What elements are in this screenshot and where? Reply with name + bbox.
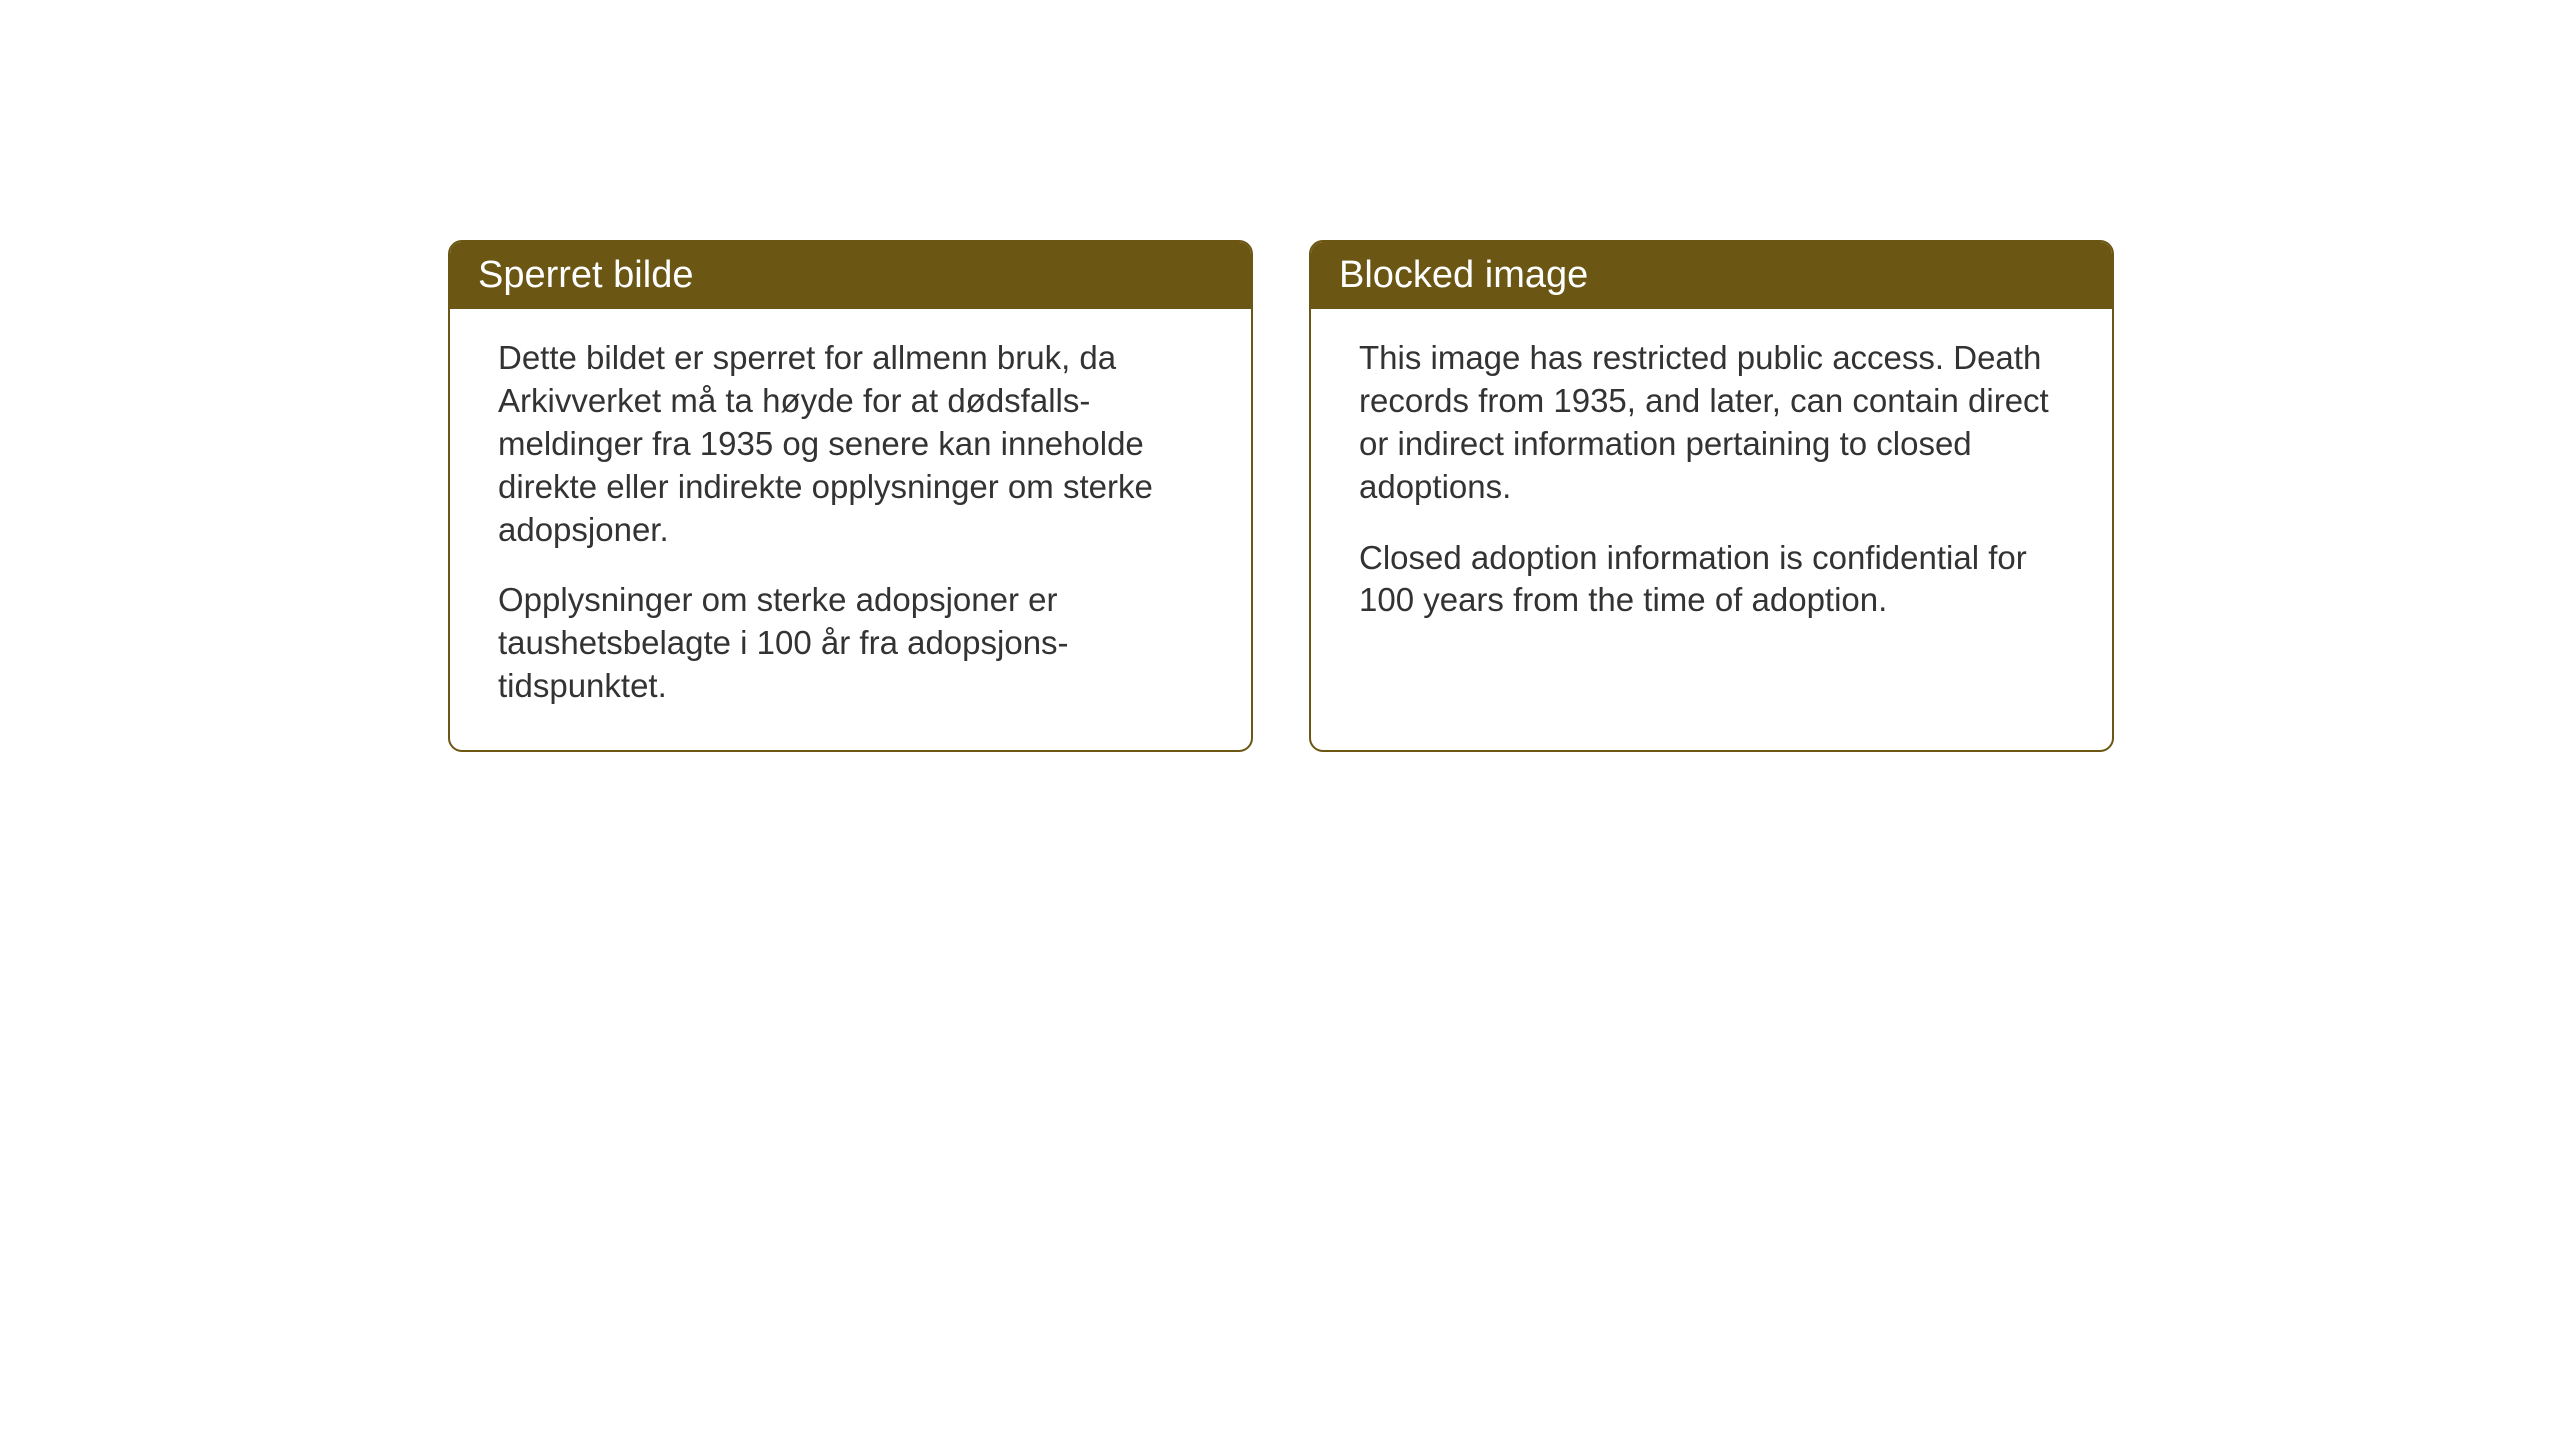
card-paragraph-english-2: Closed adoption information is confident…: [1359, 537, 2064, 623]
card-title-english: Blocked image: [1339, 254, 1588, 296]
notice-card-english: Blocked image This image has restricted …: [1309, 240, 2114, 752]
card-body-norwegian: Dette bildet er sperret for allmenn bruk…: [450, 309, 1251, 744]
card-paragraph-norwegian-2: Opplysninger om sterke adopsjoner er tau…: [498, 579, 1203, 708]
card-paragraph-english-1: This image has restricted public access.…: [1359, 337, 2064, 509]
card-header-english: Blocked image: [1311, 242, 2112, 309]
card-header-norwegian: Sperret bilde: [450, 242, 1251, 309]
notice-card-norwegian: Sperret bilde Dette bildet er sperret fo…: [448, 240, 1253, 752]
card-title-norwegian: Sperret bilde: [478, 254, 693, 296]
card-paragraph-norwegian-1: Dette bildet er sperret for allmenn bruk…: [498, 337, 1203, 551]
card-body-english: This image has restricted public access.…: [1311, 309, 2112, 658]
notice-container: Sperret bilde Dette bildet er sperret fo…: [448, 240, 2114, 752]
